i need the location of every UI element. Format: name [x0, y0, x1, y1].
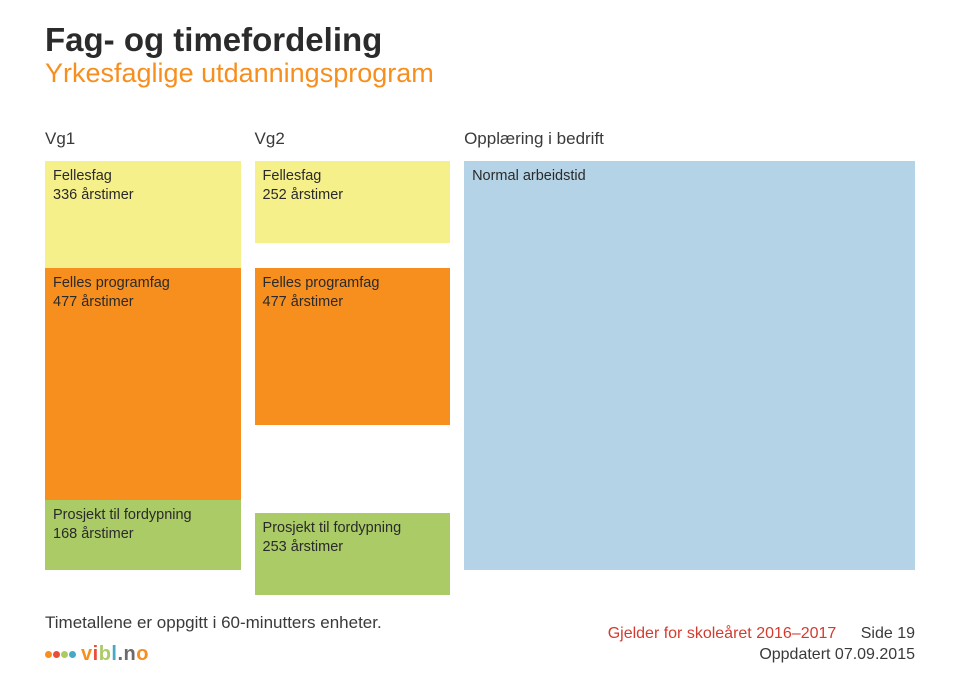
col-header-vg1: Vg1 [45, 129, 241, 151]
box-label: Fellesfag [53, 167, 233, 186]
box-label: Prosjekt til fordypning [53, 506, 233, 525]
box-vg2-programfag: Felles programfag 477 årstimer [255, 268, 451, 425]
box-hours: 253 årstimer [263, 538, 443, 557]
box-hours: 477 årstimer [53, 293, 233, 312]
box-vg2-fellesfag: Fellesfag 252 årstimer [255, 161, 451, 243]
page-title: Fag- og timefordeling [45, 22, 915, 58]
box-label: Felles programfag [263, 274, 443, 293]
logo-dot-icon [53, 651, 60, 658]
page-footer: v i b l . n o Gjelder for skoleåret 2016… [45, 623, 915, 666]
logo-dot-icon [69, 651, 76, 658]
footer-year-line: Gjelder for skoleåret 2016–2017 [608, 625, 837, 642]
box-hours: 477 årstimer [263, 293, 443, 312]
column-vg1: Vg1 Fellesfag 336 årstimer Felles progra… [45, 129, 241, 595]
logo-letter: b [99, 643, 112, 666]
diagram-columns: Vg1 Fellesfag 336 årstimer Felles progra… [45, 129, 915, 595]
logo-dot-icon [61, 651, 68, 658]
box-label: Felles programfag [53, 274, 233, 293]
page-subtitle: Yrkesfaglige utdanningsprogram [45, 58, 915, 89]
box-vg2-prosjekt: Prosjekt til fordypning 253 årstimer [255, 513, 451, 595]
logo-dot-icon [45, 651, 52, 658]
box-vg1-prosjekt: Prosjekt til fordypning 168 årstimer [45, 500, 241, 570]
box-hours: 336 årstimer [53, 186, 233, 205]
box-label: Normal arbeidstid [472, 167, 907, 186]
col-header-vg2: Vg2 [255, 129, 451, 151]
column-vg2: Vg2 Fellesfag 252 årstimer Felles progra… [255, 129, 451, 595]
box-label: Prosjekt til fordypning [263, 519, 443, 538]
logo-text: v i b l . n o [81, 643, 149, 666]
logo-letter: o [136, 643, 149, 666]
logo-dots [45, 651, 76, 658]
box-hours: 252 årstimer [263, 186, 443, 205]
logo-letter: n [124, 643, 137, 666]
box-vg1-fellesfag: Fellesfag 336 årstimer [45, 161, 241, 268]
footer-right: Gjelder for skoleåret 2016–2017 Side 19 … [608, 623, 915, 666]
footer-updated: Oppdatert 07.09.2015 [608, 644, 915, 666]
column-bedrift: Opplæring i bedrift Normal arbeidstid [464, 129, 915, 595]
box-hours: 168 årstimer [53, 525, 233, 544]
gap-vg2-1 [255, 243, 451, 268]
logo-letter: v [81, 643, 93, 666]
gap-vg2-2 [255, 425, 451, 513]
col-header-bedrift: Opplæring i bedrift [464, 129, 915, 151]
box-bedrift-arbeidstid: Normal arbeidstid [464, 161, 915, 570]
box-vg1-programfag: Felles programfag 477 årstimer [45, 268, 241, 500]
box-label: Fellesfag [263, 167, 443, 186]
logo: v i b l . n o [45, 643, 149, 666]
footer-side: Side 19 [841, 625, 915, 642]
